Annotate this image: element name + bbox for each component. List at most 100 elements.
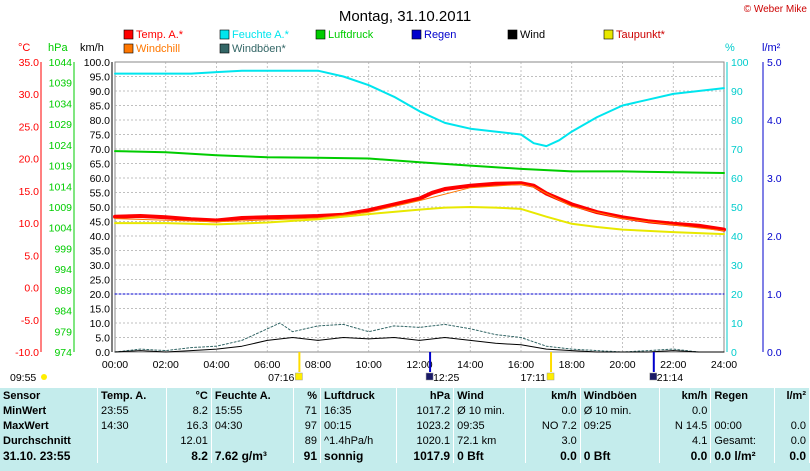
moon-icon: [425, 372, 434, 381]
table-cell: 00:15: [320, 418, 397, 433]
rain-tick-label: 3.0: [767, 173, 782, 185]
x-tick-label: 12:00: [406, 359, 432, 371]
press-tick-label: 979: [54, 326, 72, 338]
table-cell: 71: [293, 403, 322, 418]
wind-tick-label: 45.0: [90, 217, 111, 229]
table-cell: 1020.1: [396, 433, 455, 448]
x-tick-label: 22:00: [660, 359, 686, 371]
table-cell: hPa: [396, 388, 455, 403]
hum-tick-label: 80: [731, 115, 743, 127]
wind-tick-label: 10.0: [90, 318, 111, 330]
wind-tick-label: 65.0: [90, 159, 111, 171]
table-cell: 14:30: [97, 418, 167, 433]
table-cell: 1023.2: [396, 418, 455, 433]
table-cell: km/h: [525, 388, 581, 403]
table-cell: l/m²: [774, 388, 810, 403]
legend-swatch-2: [315, 29, 326, 40]
sun-icon: [295, 372, 303, 381]
press-unit-label: hPa: [48, 42, 68, 54]
sunset-label: 17:11: [521, 372, 547, 384]
temp-tick-label: 5.0: [24, 250, 39, 262]
table-cell: 0.0: [774, 418, 810, 433]
axes: 35.0 30.0 25.0 20.0 15.0 10.0 5.0 0.0 -5.0 -10.0 1…: [15, 57, 782, 359]
table-cell: sonnig: [320, 448, 397, 463]
moon-icon: [649, 372, 658, 381]
press-tick-label: 999: [54, 243, 72, 255]
legend-label-4: Wind: [520, 29, 545, 41]
table-cell: 0.0: [659, 403, 712, 418]
summary-grid: Sensor Temp. A. °C Feuchte A.% Luftdruck hPa W…: [0, 388, 810, 463]
legend-swatch-6: [123, 43, 134, 54]
table-cell: 0 Bft: [453, 448, 526, 463]
press-tick-label: 1039: [49, 78, 73, 90]
legend-swatch-0: [123, 29, 134, 40]
table-cell: 23:55: [97, 403, 167, 418]
moonset-label: 21:14: [657, 372, 683, 384]
wind-tick-label: 25.0: [90, 275, 111, 287]
table-cell: 09:35: [453, 418, 526, 433]
table-cell: Ø 10 min.: [453, 403, 526, 418]
table-cell: Durchschnitt: [0, 433, 99, 448]
sun-icon: [41, 374, 47, 380]
legend-swatch-5: [603, 29, 614, 40]
axis-units: °C hPa km/h% l/m²: [18, 42, 781, 54]
legend-label-6: Windchill: [136, 43, 180, 55]
temp-tick-label: 15.0: [19, 186, 40, 198]
temp-unit-label: °C: [18, 42, 30, 54]
wind-tick-label: 95.0: [90, 72, 111, 84]
table-row: MinWert 23:55 8.2 15:55 71 16:35 1017.2 Ø 10 mi…: [0, 403, 810, 418]
temp-tick-label: -10.0: [15, 347, 39, 359]
table-cell: [97, 448, 167, 463]
table-cell: [774, 403, 810, 418]
wind-tick-label: 60.0: [90, 173, 111, 185]
temp-tick-label: -5.0: [21, 315, 39, 327]
press-tick-label: 1044: [49, 57, 73, 69]
table-cell: 0.0 l/m²: [710, 448, 776, 463]
x-tick-label: 04:00: [203, 359, 229, 371]
table-cell: [580, 433, 660, 448]
series-line-2: [114, 206, 725, 236]
x-tick-label: 24:00: [711, 359, 737, 371]
hum-tick-label: 40: [731, 231, 743, 243]
legend-label-1: Feuchte A.*: [232, 29, 290, 41]
table-cell: NO 7.2: [525, 418, 581, 433]
legend-swatch-1: [219, 29, 230, 40]
wind-tick-label: 15.0: [90, 304, 111, 316]
legend-swatch-4: [507, 29, 518, 40]
series-line-1: [114, 183, 725, 232]
press-tick-label: 1009: [49, 202, 73, 214]
wind-tick-label: 100.0: [84, 57, 110, 69]
x-tick-label: 08:00: [305, 359, 331, 371]
rain-tick-label: 0.0: [767, 347, 782, 359]
table-cell: [97, 433, 167, 448]
legend-label-2: Luftdruck: [328, 29, 374, 41]
table-cell: 12.01: [166, 433, 212, 448]
table-cell: Feuchte A.: [211, 388, 295, 403]
table-cell: 15:55: [211, 403, 295, 418]
table-cell: 8.2: [166, 403, 212, 418]
press-tick-label: 994: [54, 264, 72, 276]
press-tick-label: 1034: [49, 98, 73, 110]
temp-tick-label: 10.0: [19, 218, 40, 230]
table-cell: Regen: [710, 388, 776, 403]
press-tick-label: 1024: [49, 140, 73, 152]
x-tick-label: 10:00: [356, 359, 382, 371]
x-tick-label: 14:00: [457, 359, 483, 371]
table-cell: 1017.9: [396, 448, 455, 463]
summary-table: Sensor Temp. A. °C Feuchte A.% Luftdruck hPa W…: [0, 388, 810, 471]
legend-label-0: Temp. A.*: [136, 29, 184, 41]
wind-tick-label: 0.0: [95, 347, 110, 359]
legend-label-7: Windböen*: [232, 43, 287, 55]
table-row: Durchschnitt 12.01 89 ^1.4hPa/h 1020.1 72.1 k…: [0, 433, 810, 448]
hum-tick-label: 10: [731, 318, 743, 330]
hum-tick-label: 60: [731, 173, 743, 185]
temp-tick-label: 30.0: [19, 89, 40, 101]
x-tick-label: 20:00: [609, 359, 635, 371]
wind-tick-label: 85.0: [90, 101, 111, 113]
wind-tick-label: 5.0: [95, 333, 110, 345]
hum-tick-label: 30: [731, 260, 743, 272]
wind-tick-label: 90.0: [90, 86, 111, 98]
x-tick-label: 00:00: [102, 359, 128, 371]
rain-unit-label: l/m²: [762, 42, 781, 54]
press-tick-label: 1019: [49, 161, 73, 173]
